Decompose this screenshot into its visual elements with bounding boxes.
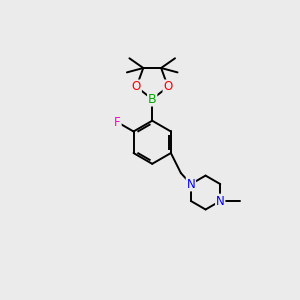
Text: F: F [114,116,121,129]
Text: O: O [164,80,172,93]
Text: N: N [216,194,225,208]
Text: N: N [187,178,195,190]
Text: O: O [132,80,141,93]
Text: B: B [148,93,157,106]
